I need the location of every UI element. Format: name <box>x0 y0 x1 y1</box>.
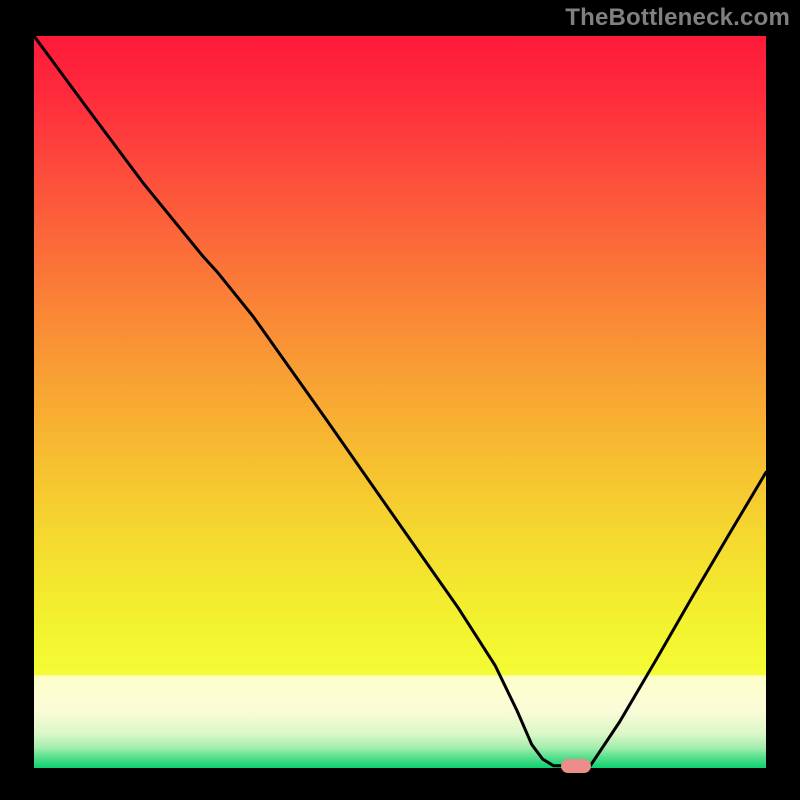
optimal-marker <box>561 759 591 773</box>
plot-area <box>34 36 766 768</box>
gradient-background <box>34 36 766 768</box>
watermark-text: TheBottleneck.com <box>565 4 790 32</box>
chart-container: TheBottleneck.com <box>0 0 800 800</box>
